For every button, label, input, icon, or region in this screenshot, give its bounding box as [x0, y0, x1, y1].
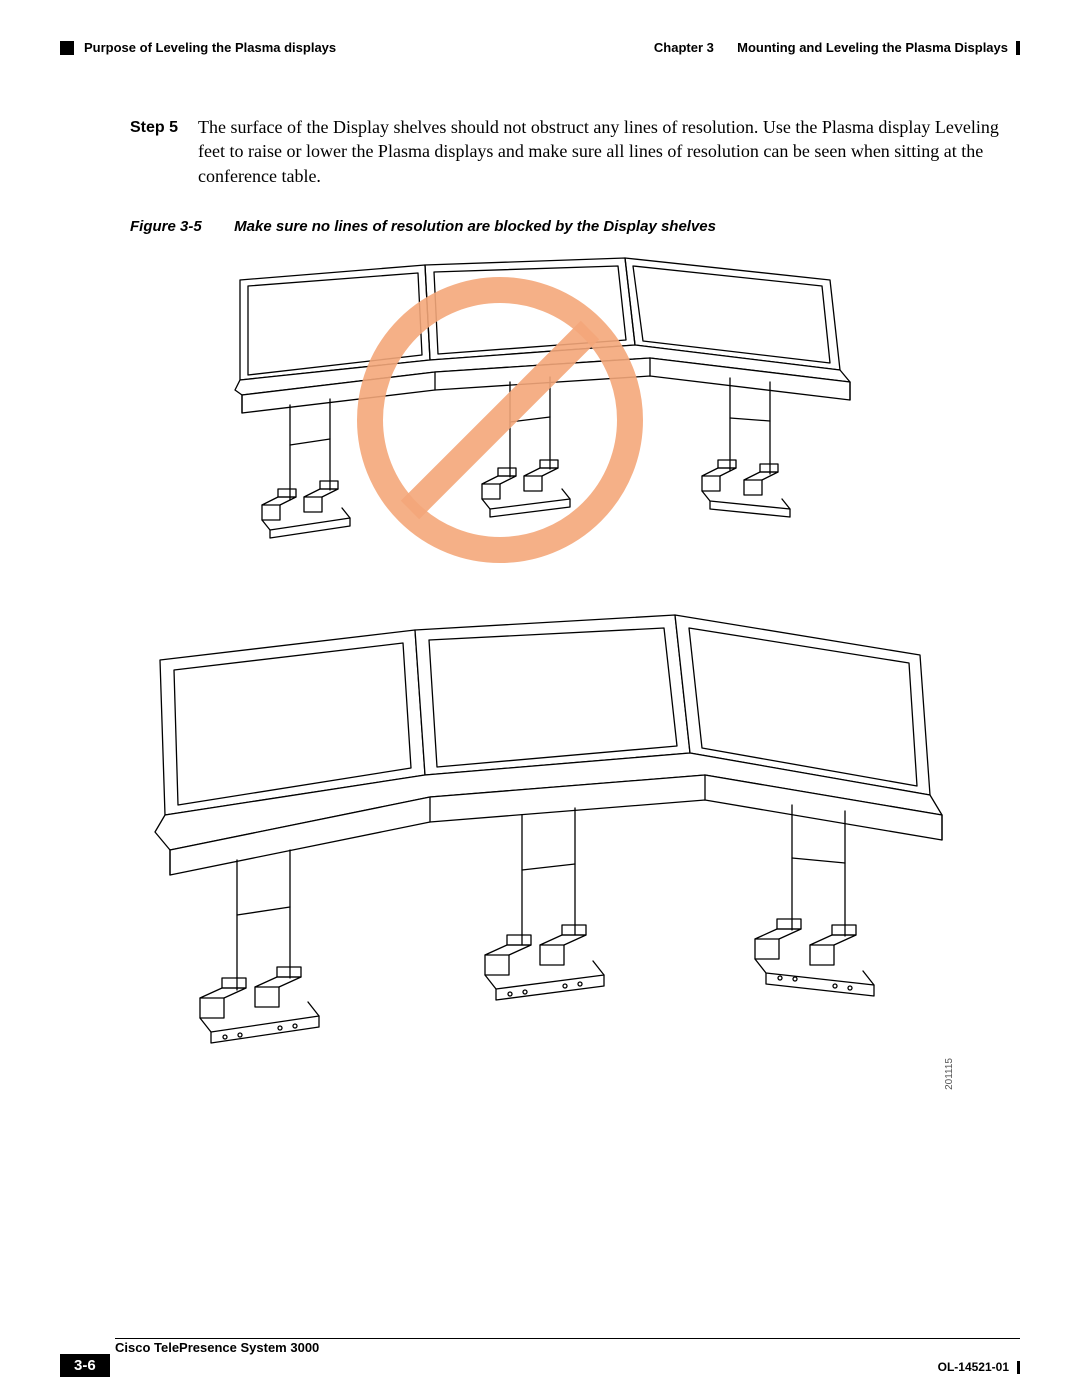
header-right: Chapter 3 Mounting and Leveling the Plas… — [654, 40, 1020, 55]
book-title: Cisco TelePresence System 3000 — [115, 1340, 319, 1355]
chapter-label: Chapter 3 — [654, 40, 714, 55]
figure-title: Make sure no lines of resolution are blo… — [234, 218, 716, 235]
document-page: Purpose of Leveling the Plasma displays … — [0, 0, 1080, 1397]
footer-rule — [115, 1338, 1020, 1339]
header-end-bar-icon — [1016, 41, 1020, 55]
step-text: The surface of the Display shelves shoul… — [198, 115, 1010, 188]
corner-marker-icon — [60, 41, 74, 55]
page-number: 3-6 — [60, 1354, 110, 1377]
footer-end-bar-icon — [1017, 1361, 1020, 1374]
figure-number: Figure 3-5 — [130, 218, 230, 235]
display-assembly-diagram-bottom — [130, 600, 950, 1090]
figure-bottom: 201115 — [130, 600, 950, 1100]
figure-top — [130, 250, 950, 590]
page-header: Purpose of Leveling the Plasma displays … — [60, 40, 1020, 55]
display-assembly-diagram-top — [220, 250, 860, 580]
header-left: Purpose of Leveling the Plasma displays — [60, 40, 336, 55]
figure-caption: Figure 3-5 Make sure no lines of resolut… — [130, 218, 1020, 235]
document-id: OL-14521-01 — [938, 1360, 1020, 1374]
figure-source-id: 201115 — [944, 1058, 955, 1090]
chapter-title: Mounting and Leveling the Plasma Display… — [737, 40, 1008, 55]
step-block: Step 5 The surface of the Display shelve… — [130, 115, 1010, 188]
section-title: Purpose of Leveling the Plasma displays — [84, 40, 336, 55]
step-label: Step 5 — [130, 115, 178, 188]
